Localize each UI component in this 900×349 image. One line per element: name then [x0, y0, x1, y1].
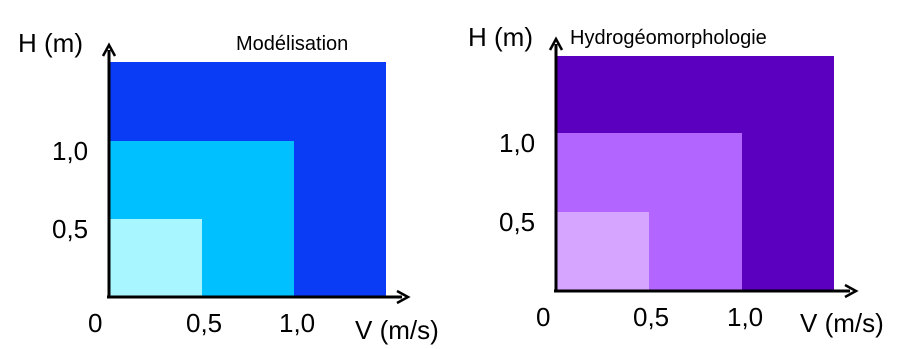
panel-hydrogeomorphologie: H (m) Hydrogéomorphologie 1,0 0,5 0 0,5 …	[468, 22, 884, 338]
y-axis-arrow-icon	[548, 36, 564, 51]
y-axis-label: H (m)	[468, 22, 533, 52]
y-tick-label: 1,0	[52, 136, 88, 166]
y-tick-label: 1,0	[499, 128, 535, 158]
x-axis-label: V (m/s)	[355, 315, 439, 345]
y-axis-label: H (m)	[18, 28, 83, 58]
y-tick-label: 0,5	[499, 207, 535, 237]
origin-label: 0	[536, 302, 550, 332]
y-tick-label: 0,5	[52, 214, 88, 244]
zone-inner	[556, 212, 649, 291]
panel-title: Hydrogéomorphologie	[570, 27, 767, 49]
panel-modelisation: H (m) Modélisation 1,0 0,5 0 0,5 1,0 V (…	[18, 28, 439, 345]
panel-title: Modélisation	[236, 33, 348, 55]
x-tick-label: 1,0	[279, 308, 315, 338]
x-axis-label: V (m/s)	[800, 308, 884, 338]
x-axis-arrow-icon	[844, 283, 859, 299]
origin-label: 0	[88, 308, 102, 338]
x-tick-label: 0,5	[186, 308, 222, 338]
y-axis-arrow-icon	[101, 42, 117, 57]
x-axis-arrow-icon	[396, 289, 411, 305]
x-tick-label: 0,5	[633, 302, 669, 332]
x-tick-label: 1,0	[727, 302, 763, 332]
zone-inner	[109, 219, 202, 297]
